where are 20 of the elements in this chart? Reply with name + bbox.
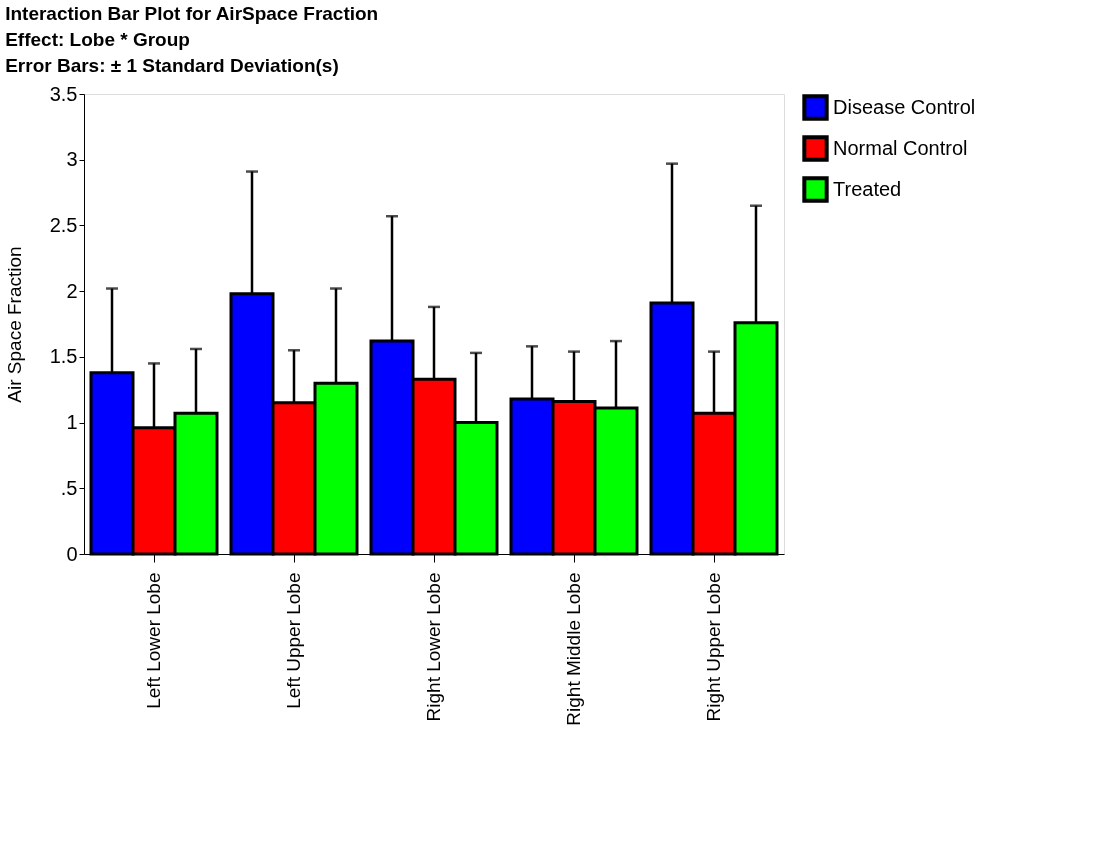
y-tick-label: 1.5: [49, 345, 78, 368]
y-axis-title: Air Space Fraction: [3, 246, 25, 403]
x-tick-label: Right Upper Lobe: [703, 572, 724, 722]
legend-label: Normal Control: [833, 136, 968, 159]
text: Effect: Lobe * Group: [5, 29, 190, 50]
legend-label: Disease Control: [833, 95, 976, 118]
text: Interaction Bar Plot for AirSpace Fraction: [5, 3, 379, 24]
y-tick-label: 2: [66, 279, 78, 302]
x-tick-label: Left Upper Lobe: [283, 572, 304, 709]
x-tick-label: Right Lower Lobe: [423, 572, 444, 722]
y-tick-label: 3.5: [49, 82, 78, 105]
y-tick-label: 3: [66, 148, 78, 171]
y-tick-label: .5: [60, 476, 78, 499]
x-tick-label: Left Lower Lobe: [143, 572, 164, 709]
y-tick-label: 2.5: [49, 213, 78, 236]
x-tick-label: Right Middle Lobe: [563, 572, 584, 726]
text: Error Bars: ± 1 Standard Deviation(s): [5, 55, 339, 76]
y-tick-label: 0: [66, 542, 78, 565]
y-tick-label: 1: [66, 411, 78, 434]
legend-label: Treated: [833, 177, 902, 200]
